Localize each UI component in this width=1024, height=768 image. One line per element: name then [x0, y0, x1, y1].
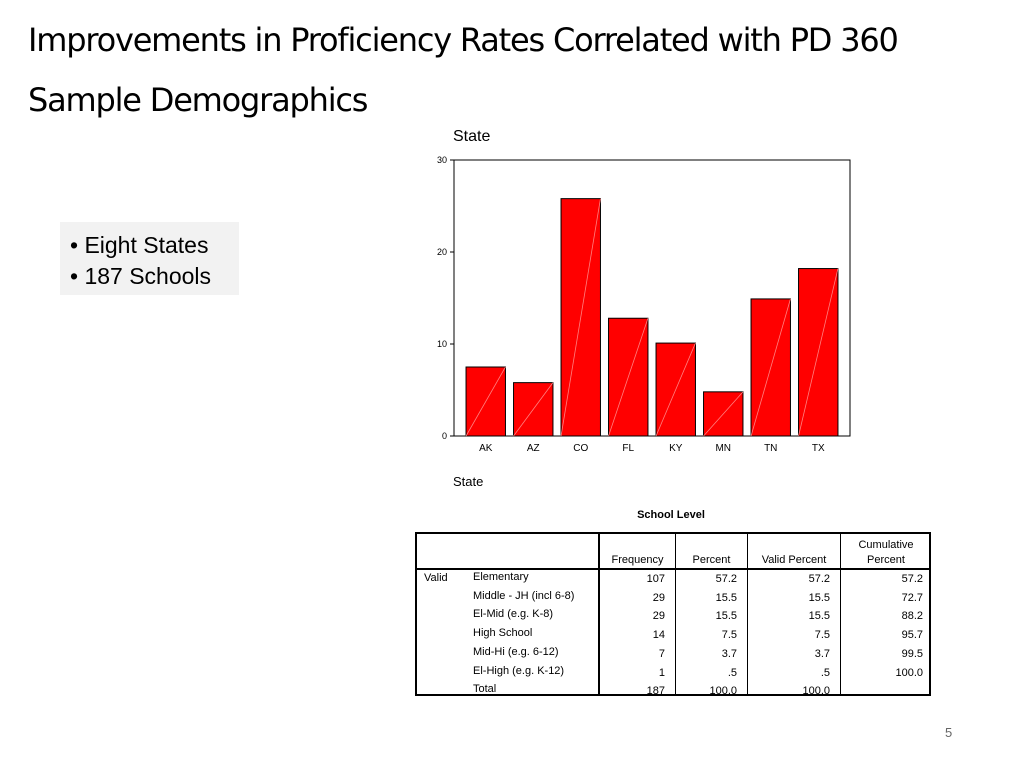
cell-percent: 3.7 [721, 647, 737, 660]
bullet-box: • Eight States • 187 Schools [60, 222, 239, 295]
x-tick-label: AK [479, 443, 493, 454]
row-label: El-Mid (e.g. K-8) [473, 608, 554, 621]
x-tick-label: TX [812, 443, 825, 454]
bullet-schools: • 187 Schools [70, 263, 212, 289]
bar-highlight [703, 391, 744, 437]
cell-frequency: 29 [652, 610, 665, 623]
x-tick-label: TN [764, 443, 777, 454]
header-cumulative-line1: Cumulative [858, 539, 914, 551]
page-number: 5 [945, 725, 953, 740]
bullet-states: • Eight States [70, 232, 209, 258]
bar-highlight [465, 366, 506, 437]
chart-x-axis-label: State [453, 474, 484, 489]
row-label: Middle - JH (incl 6-8) [473, 589, 575, 602]
cell-frequency: 1 [658, 666, 665, 679]
slide-subtitle: Sample Demographics [28, 81, 368, 119]
cell-valid-percent: 100.0 [802, 685, 830, 698]
cell-valid-percent: .5 [820, 666, 830, 679]
table-title: School Level [637, 509, 705, 521]
table-header-divider [417, 568, 929, 570]
bar-highlight [560, 198, 601, 437]
cell-frequency: 7 [658, 647, 665, 660]
table-divider [840, 534, 841, 694]
cell-frequency: 14 [652, 629, 665, 642]
cell-cumulative: 88.2 [901, 610, 923, 623]
x-tick-label: MN [715, 443, 731, 454]
cell-cumulative: 99.5 [901, 647, 923, 660]
bar-highlight [608, 318, 649, 437]
x-tick-label: FL [622, 443, 634, 454]
row-label: Elementary [473, 571, 529, 583]
cell-valid-percent: 7.5 [814, 629, 830, 642]
cell-percent: 15.5 [715, 591, 737, 604]
cell-frequency: 29 [652, 591, 665, 604]
header-cumulative: Cumulative Percent [841, 538, 931, 568]
chart-title: State [453, 128, 491, 145]
group-label-valid: Valid [424, 572, 448, 584]
slide-title: Improvements in Proficiency Rates Correl… [28, 21, 899, 59]
y-tick-label: 0 [442, 431, 447, 441]
cell-frequency: 107 [646, 573, 665, 585]
x-tick-label: CO [573, 443, 588, 454]
header-frequency: Frequency [611, 554, 664, 566]
cell-percent: 57.2 [715, 573, 737, 585]
cell-cumulative: 100.0 [895, 666, 923, 679]
cell-cumulative: 57.2 [901, 573, 923, 585]
y-tick-label: 10 [437, 339, 447, 349]
row-label: Total [473, 683, 497, 696]
bar-highlight [798, 268, 839, 437]
cell-percent: 7.5 [721, 629, 737, 642]
header-percent: Percent [692, 554, 731, 566]
cell-valid-percent: 57.2 [808, 573, 830, 585]
bar-highlight [655, 342, 696, 437]
bar-highlight [750, 298, 791, 437]
state-bar-chart: 0 10 20 30 AK AZ CO FL KY MN TN TX [437, 155, 851, 454]
header-valid-percent: Valid Percent [761, 554, 827, 566]
cell-percent: 100.0 [709, 685, 737, 698]
table-divider [675, 534, 676, 694]
cell-valid-percent: 3.7 [814, 647, 830, 660]
table-divider [598, 534, 600, 694]
cell-cumulative: 95.7 [901, 629, 923, 642]
row-label: Mid-Hi (e.g. 6-12) [473, 645, 559, 658]
table-divider [747, 534, 748, 694]
header-cumulative-line2: Percent [867, 554, 905, 566]
cell-percent: 15.5 [715, 610, 737, 623]
y-tick-label: 20 [437, 247, 447, 257]
cell-valid-percent: 15.5 [808, 591, 830, 604]
bar-highlight [513, 382, 554, 437]
x-tick-label: AZ [527, 443, 540, 454]
row-label: El-High (e.g. K-12) [473, 664, 565, 677]
cell-percent: .5 [727, 666, 737, 679]
cell-valid-percent: 15.5 [808, 610, 830, 623]
x-tick-label: KY [669, 443, 683, 454]
school-level-table: Frequency Percent Valid Percent Cumulati… [415, 532, 931, 698]
cell-cumulative: 72.7 [901, 591, 923, 604]
cell-frequency: 187 [646, 685, 665, 698]
row-label: High School [473, 627, 533, 640]
y-tick-label: 30 [437, 155, 447, 165]
